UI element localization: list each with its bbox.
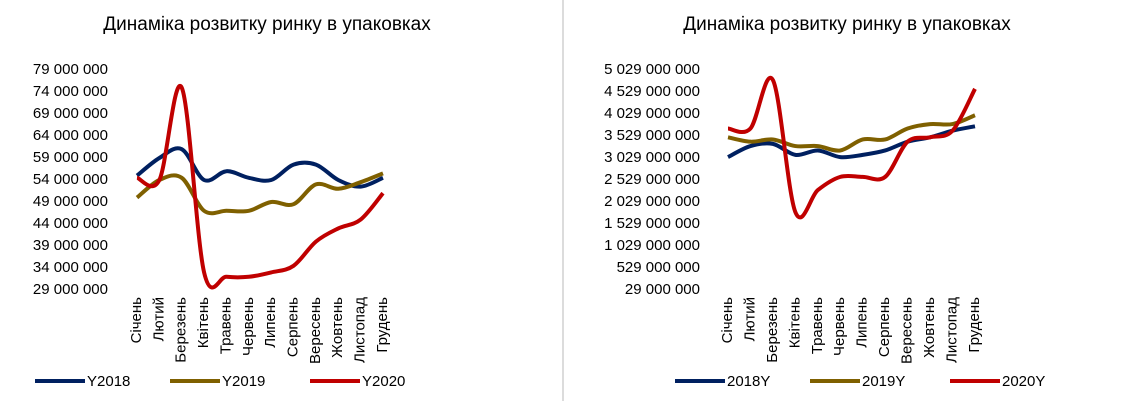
y-tick-label: 44 000 000 [33,215,108,232]
y-tick-label: 29 000 000 [625,281,700,298]
series-line [727,75,977,220]
series-line [135,146,384,189]
y-tick-label: 54 000 000 [33,171,108,188]
x-tick-label: Вересень [899,297,916,364]
y-tick-label: 3 029 000 000 [604,149,700,166]
x-tick-label: Квітень [786,297,803,348]
x-tick-label: Вересень [307,297,324,364]
x-tick-label: Червень [240,297,257,356]
x-tick-label: Лютий [741,297,758,341]
x-tick-label: Червень [831,297,848,356]
y-tick-label: 3 529 000 000 [604,127,700,144]
legend-label: 2018Y [727,373,770,390]
x-tick-label: Липень [854,297,871,348]
x-tick-label: Липень [262,297,279,348]
x-tick-label: Жовтень [329,297,346,358]
y-tick-label: 4 029 000 000 [604,105,700,122]
y-tick-label: 1 529 000 000 [604,215,700,232]
legend-label: Y2019 [222,373,265,390]
y-tick-label: 1 029 000 000 [604,237,700,254]
y-tick-label: 2 529 000 000 [604,171,700,188]
y-tick-label: 29 000 000 [33,281,108,298]
x-tick-label: Грудень [966,297,983,353]
legend-label: 2020Y [1002,373,1045,390]
x-tick-label: Серпень [876,297,893,357]
y-tick-label: 59 000 000 [33,149,108,166]
x-tick-label: Лютий [150,297,167,341]
series-line [136,83,385,290]
y-tick-label: 34 000 000 [33,259,108,276]
x-tick-label: Листопад [352,297,369,363]
y-tick-label: 49 000 000 [33,193,108,210]
x-tick-label: Січень [719,297,736,344]
y-tick-label: 5 029 000 000 [604,61,700,78]
y-tick-label: 69 000 000 [33,105,108,122]
x-tick-label: Березень [764,297,781,363]
chart-title: Динаміка розвитку ринку в упаковках [683,14,1011,35]
chart-title: Динаміка розвитку ринку в упаковках [103,14,431,35]
legend-label: Y2018 [87,373,130,390]
x-tick-label: Грудень [374,297,391,353]
y-tick-label: 79 000 000 [33,61,108,78]
x-tick-label: Травень [217,297,234,354]
x-tick-label: Листопад [944,297,961,363]
y-tick-label: 39 000 000 [33,237,108,254]
x-tick-label: Серпень [285,297,302,357]
x-tick-label: Березень [173,297,190,363]
x-tick-label: Жовтень [921,297,938,358]
y-tick-label: 529 000 000 [617,259,700,276]
y-tick-label: 4 529 000 000 [604,83,700,100]
series-line [727,113,976,153]
series-line [135,171,384,216]
y-tick-label: 64 000 000 [33,127,108,144]
legend-label: 2019Y [862,373,905,390]
legend-label: Y2020 [362,373,405,390]
y-tick-label: 74 000 000 [33,83,108,100]
x-tick-label: Травень [809,297,826,354]
x-tick-label: Січень [128,297,145,344]
y-tick-label: 2 029 000 000 [604,193,700,210]
x-tick-label: Квітень [195,297,212,348]
